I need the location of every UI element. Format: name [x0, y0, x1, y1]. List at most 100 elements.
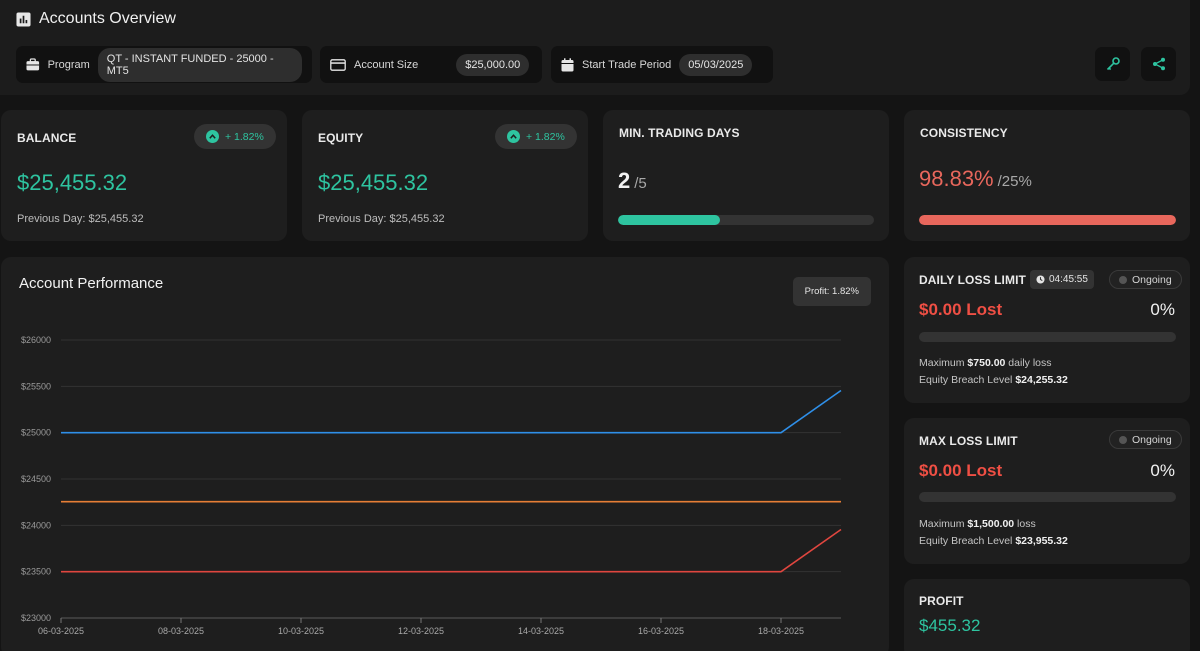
- daily-loss-progress: [919, 332, 1176, 342]
- x-tick-label: 14-03-2025: [518, 626, 564, 636]
- briefcase-icon: [26, 58, 40, 71]
- max-loss-lost: $0.00 Lost: [919, 461, 1003, 480]
- balance-card: BALANCE + 1.82% $25,455.32 Previous Day:…: [1, 110, 287, 241]
- series-line-3: [61, 528, 842, 573]
- daily-loss-status: Ongoing: [1109, 270, 1182, 289]
- equity-label: EQUITY: [318, 131, 364, 145]
- performance-title: Account Performance: [19, 275, 164, 292]
- daily-loss-max-suffix: daily loss: [1005, 357, 1052, 369]
- balance-label: BALANCE: [17, 131, 77, 145]
- consistency-progress-fill: [919, 215, 1176, 225]
- key-icon: [1106, 57, 1120, 71]
- performance-chart: $23000 $23500 $24000 $24500 $25000 $25500 $260…: [21, 335, 842, 636]
- daily-loss-breach-value: $24,255.32: [1015, 374, 1068, 386]
- daily-loss-card: DAILY LOSS LIMIT 04:45:55 Ongoing $0.00 …: [904, 257, 1190, 403]
- profit-chip: Profit: 1.82%: [792, 277, 871, 306]
- profit-card: PROFIT $455.32: [904, 579, 1190, 651]
- daily-loss-lost: $0.00 Lost: [919, 300, 1003, 319]
- consistency-progress: [919, 215, 1176, 225]
- credentials-button[interactable]: [1095, 47, 1130, 81]
- equity-value: $25,455.32: [318, 170, 429, 195]
- status-dot-icon: [1119, 275, 1127, 284]
- consistency-target: /25%: [997, 173, 1032, 190]
- chart-icon: [16, 11, 31, 27]
- account-size-value: $25,000.00: [456, 53, 530, 76]
- calendar-icon: [561, 57, 574, 71]
- share-button[interactable]: [1141, 47, 1176, 81]
- x-tick-label: 16-03-2025: [638, 626, 684, 636]
- balance-change-badge: + 1.82%: [194, 124, 276, 149]
- start-period-value: 05/03/2025: [679, 53, 753, 76]
- y-tick-label: $23000: [21, 613, 51, 623]
- max-loss-status-text: Ongoing: [1132, 433, 1172, 446]
- max-loss-percent: 0%: [1150, 461, 1175, 480]
- header: Accounts Overview Program QT - INSTANT F…: [0, 0, 1190, 95]
- max-loss-max-suffix: loss: [1014, 518, 1036, 530]
- daily-loss-maximum: Maximum $750.00 daily loss: [919, 357, 1052, 369]
- min-days-value: 2: [618, 168, 631, 193]
- series-line-1: [61, 389, 842, 434]
- daily-loss-max-prefix: Maximum: [919, 357, 968, 369]
- consistency-readout: 98.83% /25%: [919, 166, 1032, 192]
- max-loss-label: MAX LOSS LIMIT: [919, 434, 1018, 448]
- status-dot-icon: [1119, 435, 1127, 444]
- daily-loss-breach-prefix: Equity Breach Level: [919, 374, 1016, 386]
- y-tick-label: $23500: [21, 567, 51, 577]
- page-title: Accounts Overview: [16, 10, 176, 28]
- y-tick-label: $25500: [21, 381, 51, 391]
- program-label: Program: [47, 58, 90, 71]
- page-title-text: Accounts Overview: [39, 10, 176, 27]
- min-days-readout: 2 /5: [618, 168, 647, 194]
- daily-loss-max-value: $750.00: [967, 357, 1006, 369]
- equity-previous: Previous Day: $25,455.32: [318, 213, 445, 225]
- consistency-value: 98.83%: [919, 166, 994, 191]
- program-selector[interactable]: Program QT - INSTANT FUNDED - 25000 - MT…: [16, 46, 312, 83]
- daily-loss-timer: 04:45:55: [1030, 270, 1094, 289]
- x-tick-label: 08-03-2025: [158, 626, 204, 636]
- min-trading-days-card: MIN. TRADING DAYS 2 /5: [603, 110, 889, 241]
- daily-loss-timer-value: 04:45:55: [1049, 274, 1088, 285]
- min-days-progress-fill: [618, 215, 721, 225]
- start-period-label: Start Trade Period: [582, 58, 672, 71]
- y-tick-label: $24500: [21, 474, 51, 484]
- arrow-up-icon: [206, 130, 219, 143]
- arrow-up-icon: [507, 130, 520, 143]
- max-loss-card: MAX LOSS LIMIT Ongoing $0.00 Lost 0% Max…: [904, 418, 1190, 564]
- max-loss-max-value: $1,500.00: [967, 518, 1015, 530]
- profit-value: $455.32: [919, 616, 981, 635]
- max-loss-max-prefix: Maximum: [919, 518, 968, 530]
- min-days-progress: [618, 215, 874, 225]
- daily-loss-breach: Equity Breach Level $24,255.32: [919, 374, 1068, 386]
- balance-previous: Previous Day: $25,455.32: [17, 213, 144, 225]
- x-tick-label: 06-03-2025: [38, 626, 84, 636]
- min-days-target: /5: [634, 175, 647, 192]
- max-loss-breach: Equity Breach Level $23,955.32: [919, 535, 1068, 547]
- x-tick-label: 12-03-2025: [398, 626, 444, 636]
- max-loss-maximum: Maximum $1,500.00 loss: [919, 518, 1036, 530]
- daily-loss-percent: 0%: [1150, 300, 1175, 319]
- balance-change: + 1.82%: [225, 130, 264, 143]
- daily-loss-status-text: Ongoing: [1132, 273, 1172, 286]
- y-tick-label: $25000: [21, 428, 51, 438]
- y-tick-label: $26000: [21, 335, 51, 345]
- max-loss-breach-prefix: Equity Breach Level: [919, 535, 1016, 547]
- daily-loss-label: DAILY LOSS LIMIT: [919, 273, 1026, 287]
- clock-icon: [1036, 275, 1045, 284]
- account-size-box: Account Size $25,000.00: [320, 46, 542, 83]
- consistency-label: CONSISTENCY: [920, 126, 1008, 140]
- account-size-label: Account Size: [354, 58, 419, 71]
- consistency-card: CONSISTENCY 98.83% /25%: [904, 110, 1190, 241]
- min-days-label: MIN. TRADING DAYS: [619, 126, 740, 140]
- program-value: QT - INSTANT FUNDED - 25000 - MT5: [97, 47, 302, 82]
- balance-value: $25,455.32: [17, 170, 128, 195]
- profit-label: PROFIT: [919, 594, 964, 608]
- equity-change: + 1.82%: [526, 130, 565, 143]
- max-loss-progress: [919, 492, 1176, 502]
- x-tick-label: 18-03-2025: [758, 626, 804, 636]
- start-period-box: Start Trade Period 05/03/2025: [551, 46, 773, 83]
- equity-card: EQUITY + 1.82% $25,455.32 Previous Day: …: [302, 110, 588, 241]
- card-icon: [330, 58, 346, 71]
- share-icon: [1152, 57, 1165, 71]
- x-tick-label: 10-03-2025: [278, 626, 324, 636]
- y-tick-label: $24000: [21, 520, 51, 530]
